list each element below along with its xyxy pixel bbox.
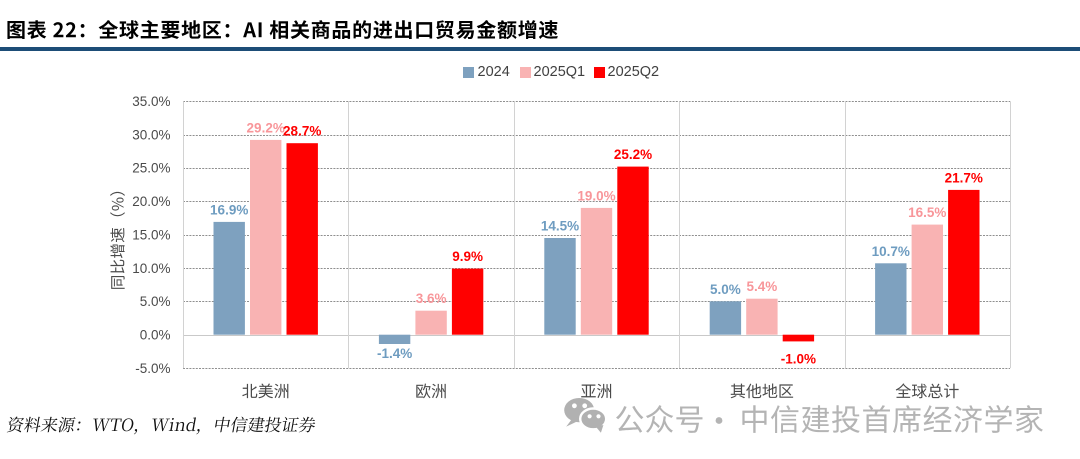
svg-text:16.9%: 16.9% <box>210 202 248 217</box>
svg-text:5.0%: 5.0% <box>710 282 741 297</box>
svg-text:5.0%: 5.0% <box>140 294 171 309</box>
svg-text:30.0%: 30.0% <box>132 127 170 142</box>
svg-text:15.0%: 15.0% <box>132 227 170 242</box>
svg-text:28.7%: 28.7% <box>283 124 321 139</box>
svg-text:14.5%: 14.5% <box>541 219 579 234</box>
svg-text:9.9%: 9.9% <box>452 249 483 264</box>
svg-text:20.0%: 20.0% <box>132 194 170 209</box>
svg-text:16.5%: 16.5% <box>908 205 946 220</box>
svg-text:29.2%: 29.2% <box>247 120 285 135</box>
svg-text:3.6%: 3.6% <box>416 291 447 306</box>
svg-text:-1.4%: -1.4% <box>377 346 412 361</box>
svg-text:10.0%: 10.0% <box>132 261 170 276</box>
svg-text:-1.0%: -1.0% <box>781 352 816 367</box>
svg-text:10.7%: 10.7% <box>872 244 910 259</box>
svg-text:25.0%: 25.0% <box>132 161 170 176</box>
svg-text:35.0%: 35.0% <box>132 94 170 109</box>
svg-text:-5.0%: -5.0% <box>135 361 170 376</box>
svg-text:5.4%: 5.4% <box>747 279 778 294</box>
svg-text:25.2%: 25.2% <box>614 147 652 162</box>
svg-text:0.0%: 0.0% <box>140 328 171 343</box>
svg-text:21.7%: 21.7% <box>945 170 983 185</box>
svg-text:19.0%: 19.0% <box>577 188 615 203</box>
